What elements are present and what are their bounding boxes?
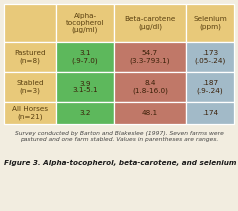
Bar: [114, 4, 186, 42]
Text: Selenium
(ppm): Selenium (ppm): [193, 16, 227, 30]
Bar: [4, 72, 56, 102]
Bar: [56, 4, 114, 42]
Bar: [56, 72, 114, 102]
Text: .187
(.9-.24): .187 (.9-.24): [197, 80, 223, 94]
Text: Stabled
(n=3): Stabled (n=3): [16, 80, 44, 94]
Text: Figure 3. Alpha-tocopherol, beta-carotene, and selenium status.: Figure 3. Alpha-tocopherol, beta-caroten…: [4, 160, 238, 166]
Text: .173
(.05-.24): .173 (.05-.24): [194, 50, 226, 64]
Text: .174: .174: [202, 110, 218, 116]
Text: 48.1: 48.1: [142, 110, 158, 116]
Text: Alpha-
tocopherol
(μg/ml): Alpha- tocopherol (μg/ml): [66, 13, 104, 33]
Bar: [186, 72, 234, 102]
Text: Survey conducted by Barton and Blakeslee (1997). Seven farms were
pastured and o: Survey conducted by Barton and Blakeslee…: [15, 131, 223, 142]
Text: 8.4
(1.8-16.0): 8.4 (1.8-16.0): [132, 80, 168, 94]
Bar: [56, 102, 114, 124]
Text: 3.9
3.1-5.1: 3.9 3.1-5.1: [72, 81, 98, 93]
Text: All Horses
(n=21): All Horses (n=21): [12, 106, 48, 120]
Bar: [114, 72, 186, 102]
Bar: [4, 102, 56, 124]
Bar: [114, 42, 186, 72]
Bar: [114, 102, 186, 124]
Text: 3.1
(.9-7.0): 3.1 (.9-7.0): [72, 50, 98, 64]
Text: 3.2: 3.2: [79, 110, 91, 116]
Text: 54.7
(3.3-793.1): 54.7 (3.3-793.1): [130, 50, 170, 64]
Bar: [4, 42, 56, 72]
Bar: [186, 102, 234, 124]
Text: Beta-carotene
(μg/dl): Beta-carotene (μg/dl): [124, 16, 176, 30]
Bar: [186, 42, 234, 72]
Bar: [186, 4, 234, 42]
Bar: [56, 42, 114, 72]
Text: Pastured
(n=8): Pastured (n=8): [14, 50, 46, 64]
Bar: [4, 4, 56, 42]
